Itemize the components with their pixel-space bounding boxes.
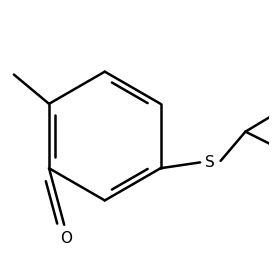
Text: O: O: [60, 231, 72, 246]
Text: S: S: [206, 155, 215, 170]
